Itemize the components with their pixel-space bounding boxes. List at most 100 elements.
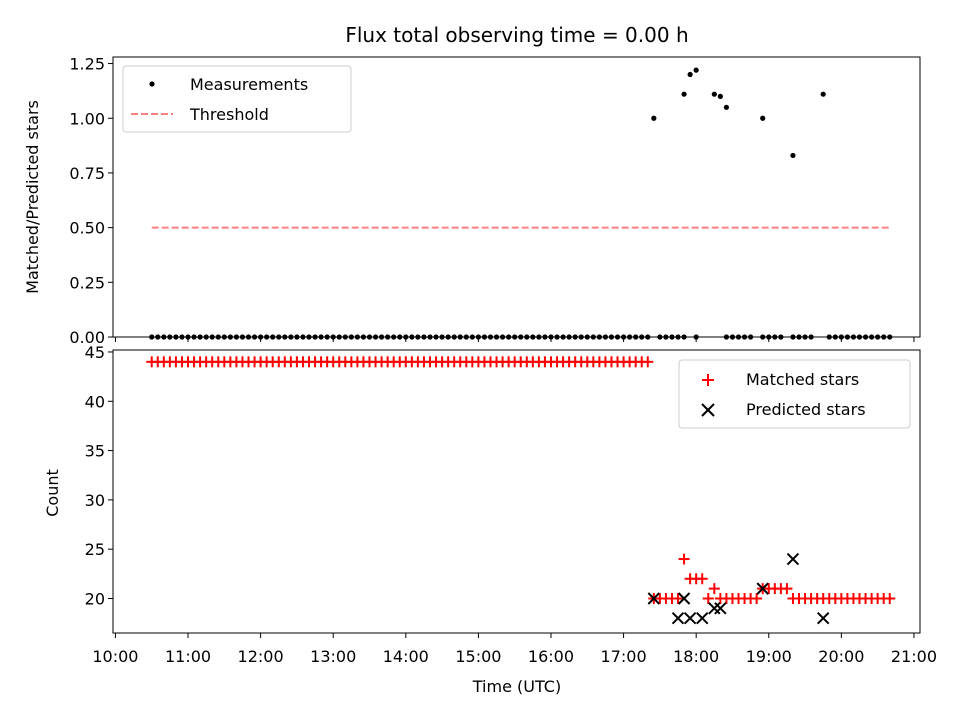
measurement-point — [481, 334, 488, 340]
x-axis-label: Time (UTC) — [472, 677, 561, 696]
measurement-point — [366, 334, 373, 340]
measurement-point — [651, 115, 657, 121]
top-y-axis-label: Matched/Predicted stars — [23, 100, 42, 294]
measurement-point — [772, 334, 778, 340]
predicted-star-point — [696, 612, 709, 625]
measurement-point — [300, 334, 306, 340]
measurement-point — [270, 334, 276, 340]
y-tick-label: 35 — [85, 442, 105, 461]
measurement-point — [197, 334, 203, 340]
measurement-point — [330, 334, 336, 340]
measurement-point — [239, 334, 246, 340]
measurement-point — [602, 334, 609, 340]
matched-star-point — [884, 592, 896, 604]
measurement-point — [173, 334, 179, 340]
predicted-star-point — [708, 602, 721, 615]
bottom-plot-frame — [112, 349, 921, 634]
legend-measurements-label: Measurements — [190, 75, 308, 94]
measurement-point — [536, 334, 542, 340]
measurement-point — [264, 334, 270, 340]
legend-matched-marker — [702, 374, 714, 386]
measurement-point — [191, 334, 197, 340]
measurement-point — [463, 334, 469, 340]
measurement-point — [778, 334, 784, 340]
measurement-point — [378, 334, 385, 340]
measurement-point — [227, 334, 233, 340]
measurement-point — [790, 334, 796, 340]
measurement-point — [808, 334, 814, 340]
measurement-point — [155, 334, 161, 340]
measurement-point — [669, 334, 675, 340]
predicted-star-point — [671, 612, 685, 625]
x-tick-label: 19:00 — [746, 647, 792, 666]
measurement-point — [735, 334, 742, 340]
legend-threshold-label: Threshold — [189, 105, 269, 124]
measurement-point — [596, 334, 602, 340]
bottom-y-ticks: 20 25 30 35 40 45 — [85, 343, 113, 608]
x-tick-label: 12:00 — [238, 647, 284, 666]
measurement-point — [862, 334, 869, 340]
measurement-point — [881, 334, 887, 340]
bottom-legend: Matched stars Predicted stars — [678, 359, 911, 429]
measurement-point — [342, 334, 348, 340]
measurement-point — [233, 334, 240, 340]
measurement-point — [663, 334, 669, 340]
measurement-point — [693, 334, 699, 340]
measurement-point — [802, 334, 808, 340]
y-tick-label: 30 — [85, 491, 105, 510]
measurement-point — [475, 334, 481, 340]
measurement-point — [251, 334, 258, 340]
measurement-point — [796, 334, 802, 340]
measurement-point — [457, 334, 463, 340]
top-series — [149, 67, 893, 340]
measurement-point — [506, 334, 512, 340]
measurement-point — [245, 334, 252, 340]
bottom-panel: 20 25 30 35 40 45 10:00 11:00 12:00 13:00 14:00 15… — [43, 343, 937, 696]
measurement-point — [887, 334, 893, 340]
measurement-point — [633, 334, 639, 340]
x-tick-label: 10:00 — [92, 647, 138, 666]
measurement-point — [844, 334, 851, 340]
x-tick-label: 11:00 — [165, 647, 211, 666]
measurement-point — [493, 334, 500, 340]
measurement-point — [657, 334, 663, 340]
predicted-star-point — [683, 612, 697, 625]
measurement-point — [391, 334, 397, 340]
matched-star-point — [696, 573, 708, 585]
measurement-point — [312, 334, 318, 340]
measurement-point — [499, 334, 506, 340]
measurement-point — [723, 104, 730, 110]
measurement-point — [336, 334, 342, 340]
measurement-point — [167, 334, 173, 340]
y-tick-label: 45 — [85, 343, 105, 362]
measurement-point — [512, 334, 518, 340]
measurement-point — [766, 334, 772, 340]
measurement-point — [360, 334, 367, 340]
measurement-point — [554, 334, 560, 340]
legend-measurements-marker — [149, 81, 155, 87]
measurement-point — [723, 334, 730, 340]
measurement-point — [856, 334, 863, 340]
chart-title: Flux total observing time = 0.00 h — [345, 23, 688, 47]
y-tick-label: 0.00 — [69, 328, 105, 347]
measurement-point — [185, 334, 191, 340]
x-tick-label: 14:00 — [383, 647, 429, 666]
measurement-point — [760, 115, 766, 121]
measurement-point — [149, 334, 155, 340]
measurement-point — [560, 334, 566, 340]
x-tick-label: 21:00 — [891, 647, 937, 666]
predicted-star-point — [714, 602, 727, 615]
measurement-point — [524, 334, 530, 340]
measurement-point — [820, 91, 826, 97]
y-tick-label: 20 — [85, 589, 105, 608]
predicted-star-point — [817, 612, 830, 625]
measurement-point — [324, 334, 330, 340]
predicted-star-point — [647, 592, 661, 605]
y-tick-label: 40 — [85, 392, 105, 411]
x-tick-label: 16:00 — [528, 647, 574, 666]
measurement-point — [221, 334, 227, 340]
top-legend: Measurements Threshold — [122, 65, 352, 133]
measurement-point — [748, 334, 754, 340]
measurement-point — [741, 334, 748, 340]
